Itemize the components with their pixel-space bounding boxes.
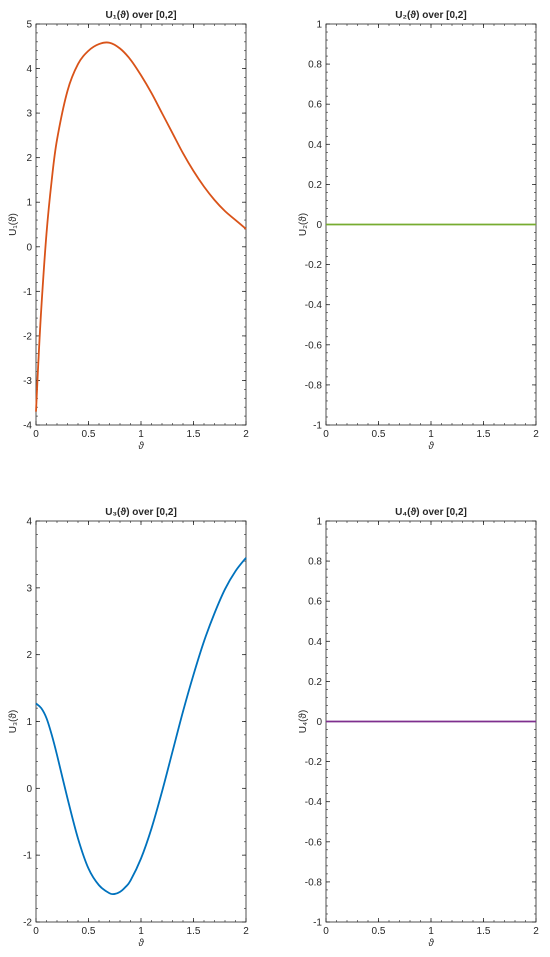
chart-panel-1: 0 0.5 1 1.5 2 -4 -3 -2 -1 0 1 2 3 4 5 U₁(ϑ) over [0,2] ϑ… <box>8 10 249 452</box>
x-tick-label: 2 <box>243 429 249 440</box>
y-tick-label: 0.2 <box>308 677 322 688</box>
y-tick-label: 3 <box>26 109 32 120</box>
x-tick-label: 0 <box>33 926 39 937</box>
y-tick-label: 2 <box>26 650 32 661</box>
x-tick-label: 2 <box>243 926 249 937</box>
y-tick-label: 0.8 <box>308 60 322 71</box>
x-tick-label: 1.5 <box>187 429 201 440</box>
y-tick-label: -1 <box>313 421 322 432</box>
x-tick-label: 0 <box>33 429 39 440</box>
x-axis-label: ϑ <box>428 938 434 949</box>
x-axis-label: ϑ <box>138 938 144 949</box>
y-tick-label: 1 <box>26 198 32 209</box>
y-tick-label: -0.2 <box>305 757 323 768</box>
x-tick-label: 1 <box>138 926 144 937</box>
y-tick-label: -0.4 <box>305 300 323 311</box>
y-tick-label: -2 <box>23 331 32 342</box>
x-tick-label: 1.5 <box>477 429 491 440</box>
x-tick-label: 0.5 <box>372 926 386 937</box>
y-tick-label: -0.2 <box>305 260 323 271</box>
y-tick-label: 0.6 <box>308 597 322 608</box>
x-tick-label: 1 <box>428 429 434 440</box>
x-tick-label: 0.5 <box>82 926 96 937</box>
y-tick-label: -1 <box>313 918 322 929</box>
y-tick-label: -0.4 <box>305 797 323 808</box>
y-tick-label: 3 <box>26 583 32 594</box>
y-tick-label: -2 <box>23 918 32 929</box>
y-tick-label: 1 <box>316 517 322 528</box>
x-tick-label: 0.5 <box>82 429 96 440</box>
chart-panel-4: 0 0.5 1 1.5 2 -1 -0.8 -0.6 -0.4 -0.2 0 0.2 0.4 0.6 0.8… <box>298 507 539 949</box>
y-tick-label: 5 <box>26 20 32 31</box>
x-tick-label: 0.5 <box>372 429 386 440</box>
chart-title: U₄(ϑ) over [0,2] <box>395 507 467 518</box>
y-tick-label: 0.4 <box>308 637 322 648</box>
y-axis-label: U₃(ϑ) <box>8 710 19 733</box>
y-tick-label: 1 <box>316 20 322 31</box>
plot-area <box>35 23 247 426</box>
x-tick-label: 1 <box>138 429 144 440</box>
y-tick-label: -0.6 <box>305 340 323 351</box>
chart-panel-3: 0 0.5 1 1.5 2 -2 -1 0 1 2 3 4 U₃(ϑ) over [0,2] ϑ U₃(ϑ) <box>8 507 249 949</box>
y-axis-label: U₂(ϑ) <box>298 213 309 236</box>
y-tick-label: -1 <box>23 851 32 862</box>
y-axis-label: U₄(ϑ) <box>298 710 309 733</box>
y-tick-label: 4 <box>26 517 32 528</box>
chart-title: U₂(ϑ) over [0,2] <box>395 10 466 21</box>
y-axis-label: U₁(ϑ) <box>8 213 19 236</box>
y-tick-label: -4 <box>23 421 32 432</box>
x-tick-label: 1.5 <box>187 926 201 937</box>
plot-area <box>35 520 247 923</box>
y-tick-label: 0.2 <box>308 180 322 191</box>
chart-panel-2: 0 0.5 1 1.5 2 -1 -0.8 -0.6 -0.4 -0.2 0 0.2 0.4 0.6 0.8… <box>298 10 539 452</box>
y-tick-label: 0 <box>316 220 322 231</box>
series-line-3 <box>35 557 247 896</box>
y-tick-label: 0.4 <box>308 140 322 151</box>
y-tick-label: 0 <box>26 784 32 795</box>
x-axis-label: ϑ <box>428 441 434 452</box>
y-tick-label: 1 <box>26 717 32 728</box>
y-tick-label: -0.8 <box>305 877 323 888</box>
y-tick-label: 0.8 <box>308 557 322 568</box>
x-tick-label: 0 <box>323 926 329 937</box>
x-axis-label: ϑ <box>138 441 144 452</box>
x-tick-label: 1.5 <box>477 926 491 937</box>
series-line-1 <box>35 41 247 412</box>
y-tick-label: -1 <box>23 287 32 298</box>
y-tick-label: 0.6 <box>308 100 322 111</box>
x-tick-label: 2 <box>533 926 539 937</box>
y-tick-label: -0.6 <box>305 837 323 848</box>
y-tick-label: 0 <box>316 717 322 728</box>
x-tick-label: 1 <box>428 926 434 937</box>
x-tick-label: 2 <box>533 429 539 440</box>
chart-title: U₁(ϑ) over [0,2] <box>105 10 176 21</box>
y-tick-label: -3 <box>23 376 32 387</box>
y-tick-label: 0 <box>26 242 32 253</box>
y-tick-label: 4 <box>26 64 32 75</box>
y-tick-label: 2 <box>26 153 32 164</box>
chart-title: U₃(ϑ) over [0,2] <box>105 507 177 518</box>
x-tick-label: 0 <box>323 429 329 440</box>
y-tick-label: -0.8 <box>305 380 323 391</box>
